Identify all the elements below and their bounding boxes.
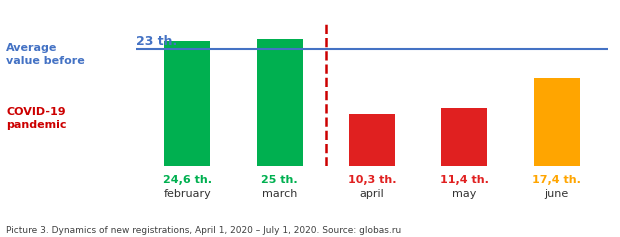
Text: COVID-19
pandemic: COVID-19 pandemic <box>6 107 67 130</box>
Text: Picture 3. Dynamics of new registrations, April 1, 2020 – July 1, 2020. Source: : Picture 3. Dynamics of new registrations… <box>6 226 402 235</box>
Bar <box>441 108 487 166</box>
Bar <box>349 114 395 166</box>
Text: march: march <box>262 189 298 199</box>
Bar <box>257 39 303 166</box>
Text: 24,6 th.: 24,6 th. <box>162 175 211 185</box>
Text: Average
value before: Average value before <box>6 43 85 66</box>
Text: june: june <box>544 189 569 199</box>
Text: 23 th.: 23 th. <box>136 35 178 48</box>
Bar <box>164 41 210 166</box>
Text: 17,4 th.: 17,4 th. <box>533 175 581 185</box>
Text: february: february <box>163 189 211 199</box>
Text: april: april <box>360 189 384 199</box>
Text: 11,4 th.: 11,4 th. <box>440 175 489 185</box>
Text: 25 th.: 25 th. <box>261 175 298 185</box>
Bar <box>534 77 580 166</box>
Text: may: may <box>452 189 477 199</box>
Text: 10,3 th.: 10,3 th. <box>348 175 396 185</box>
